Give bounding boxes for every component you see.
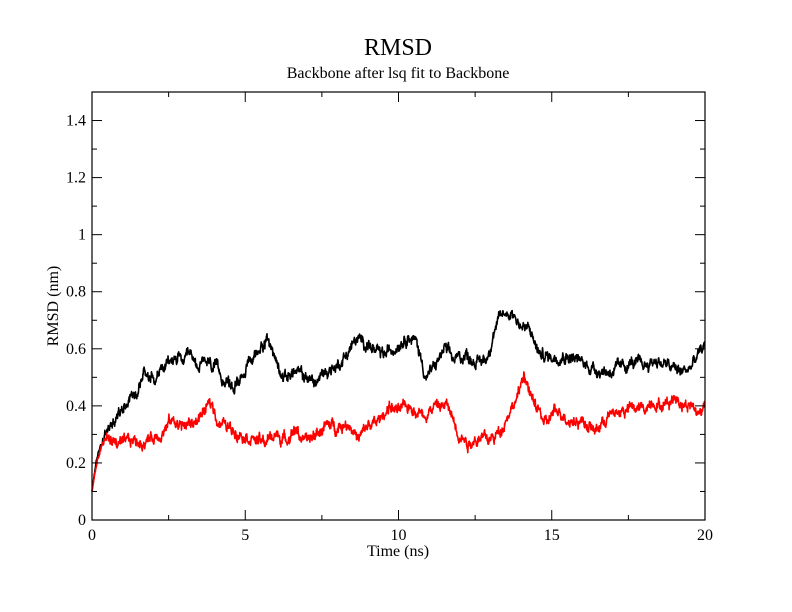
chart-title: RMSD [364, 35, 432, 61]
y-tick-label: 1 [78, 227, 86, 244]
y-tick-label: 0 [78, 512, 86, 529]
y-tick-label: 1.2 [66, 170, 86, 187]
series-line-1 [91, 309, 706, 492]
y-tick-label: 0.2 [66, 455, 86, 472]
chart-subtitle: Backbone after lsq fit to Backbone [287, 65, 510, 82]
x-tick-label: 20 [697, 527, 713, 544]
y-tick-label: 0.4 [66, 398, 86, 415]
x-tick-label: 5 [241, 527, 249, 544]
y-tick-label: 0.8 [66, 284, 86, 301]
x-axis-label: Time (ns) [367, 543, 429, 560]
y-tick-label: 1.4 [66, 113, 86, 130]
series-line-2 [91, 371, 706, 492]
series-layer [91, 309, 706, 492]
y-tick-label: 0.6 [66, 341, 86, 358]
x-tick-label: 0 [88, 527, 96, 544]
x-tick-label: 15 [544, 527, 560, 544]
axis-ticks: 0 5 10 15 20 0 0.2 0.4 0.6 0.8 1 1.2 1.4 [66, 91, 713, 544]
x-tick-label: 10 [391, 527, 407, 544]
y-axis-label: RMSD (nm) [45, 266, 62, 346]
